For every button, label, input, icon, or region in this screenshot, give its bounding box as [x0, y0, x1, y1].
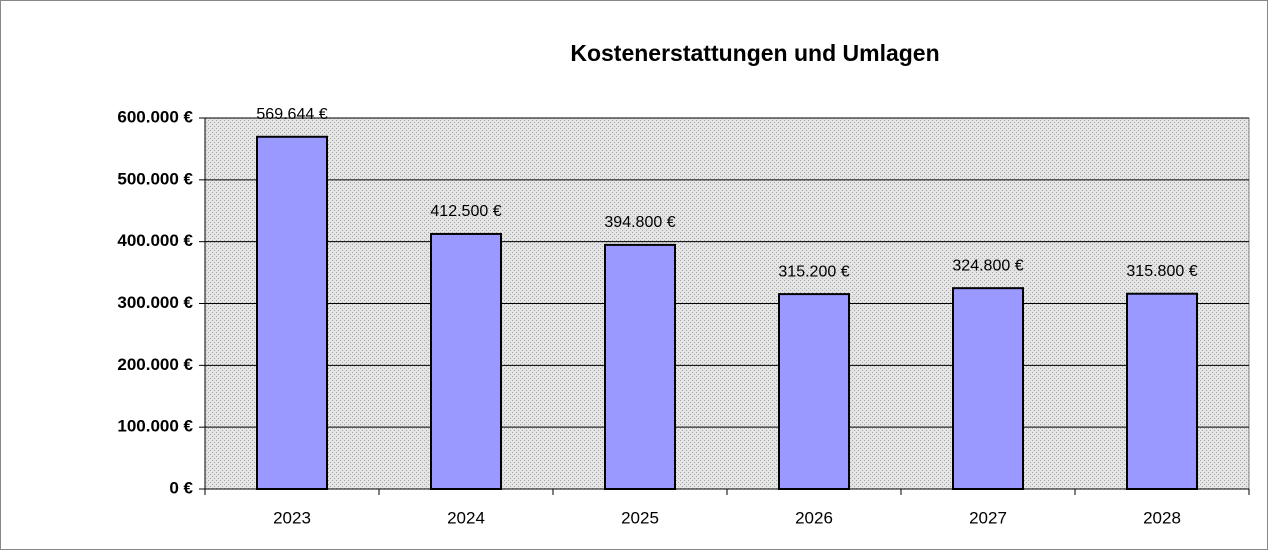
y-tick-label: 200.000 €	[117, 355, 193, 374]
x-tick-label: 2024	[447, 508, 485, 527]
value-label: 315.800 €	[1126, 263, 1197, 280]
y-tick-label: 300.000 €	[117, 293, 193, 312]
chart-title: Kostenerstattungen und Umlagen	[570, 40, 939, 66]
x-tick-label: 2027	[969, 508, 1007, 527]
x-tick-label: 2025	[621, 508, 659, 527]
bar	[1126, 292, 1198, 491]
bar	[430, 232, 502, 490]
y-tick-label: 600.000 €	[117, 107, 193, 126]
y-tick-label: 0 €	[169, 478, 193, 497]
x-tick-label: 2023	[273, 508, 311, 527]
y-tick-label: 400.000 €	[117, 231, 193, 250]
bar	[604, 243, 676, 490]
bar	[778, 293, 850, 490]
value-label: 324.800 €	[952, 257, 1023, 274]
bar	[952, 287, 1024, 491]
x-tick-label: 2026	[795, 508, 833, 527]
x-tick-label: 2028	[1143, 508, 1181, 527]
value-label: 412.500 €	[430, 203, 501, 220]
value-label: 569.644 €	[256, 106, 327, 123]
bar	[256, 135, 328, 490]
value-label: 394.800 €	[604, 214, 675, 231]
value-label: 315.200 €	[778, 263, 849, 280]
y-tick-label: 100.000 €	[117, 417, 193, 436]
y-tick-label: 500.000 €	[117, 169, 193, 188]
